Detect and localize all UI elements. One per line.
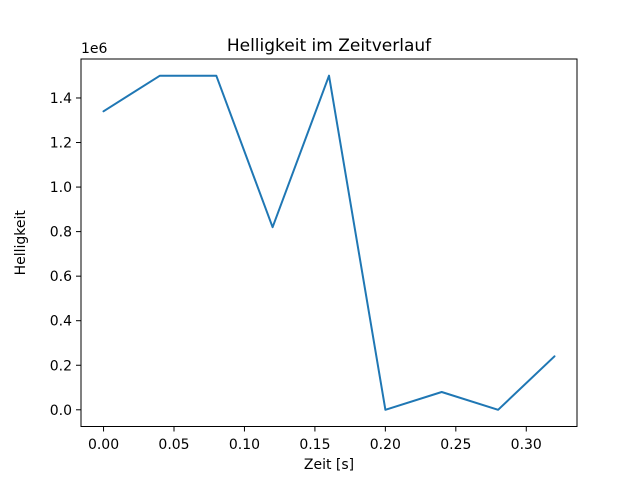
y-tick-label: 0.0 <box>50 403 72 419</box>
x-tick-label: 0.05 <box>158 437 189 453</box>
y-offset-text: 1e6 <box>81 41 108 57</box>
y-tick-label: 1.0 <box>50 180 72 196</box>
x-axis-label: Zeit [s] <box>304 457 354 473</box>
y-axis-label: Helligkeit <box>13 210 29 276</box>
x-tick-label: 0.30 <box>511 437 542 453</box>
y-tick-label: 0.8 <box>50 225 72 241</box>
plot-spines <box>80 58 578 427</box>
x-tick-label: 0.20 <box>370 437 401 453</box>
y-tick-label: 0.4 <box>50 314 72 330</box>
x-tick-label: 0.15 <box>299 437 330 453</box>
chart-title: Helligkeit im Zeitverlauf <box>227 36 432 56</box>
y-tick-label: 1.2 <box>50 136 72 152</box>
y-tick-label: 1.4 <box>50 91 72 107</box>
x-tick-label: 0.10 <box>229 437 260 453</box>
x-tick-label: 0.25 <box>440 437 471 453</box>
y-tick-label: 0.2 <box>50 358 72 374</box>
x-tick-label: 0.00 <box>88 437 119 453</box>
y-tick-label: 0.6 <box>50 269 72 285</box>
data-line <box>102 74 556 411</box>
